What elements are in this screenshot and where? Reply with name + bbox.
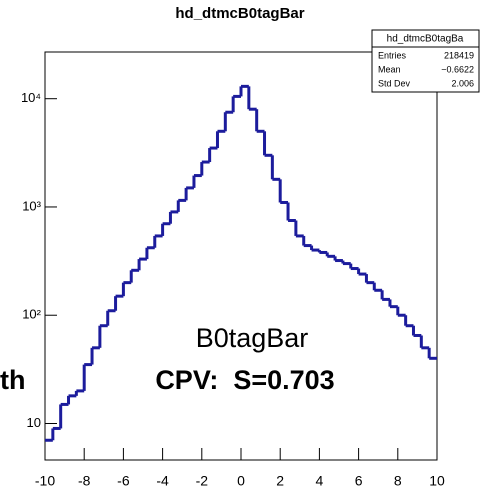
stats-key: Std Dev xyxy=(378,78,411,88)
x-tick-label: 10 xyxy=(429,473,445,489)
x-tick-label: 6 xyxy=(355,473,363,489)
annotation: B0tagBar xyxy=(196,323,309,353)
y-tick-label: 10⁴ xyxy=(21,90,41,105)
y-tick-label: 10³ xyxy=(22,198,41,213)
x-tick-label: 0 xyxy=(237,473,245,489)
y-tick-label: 10² xyxy=(22,307,41,322)
annotation: CPV: S=0.703 xyxy=(155,365,334,395)
stats-key: Entries xyxy=(378,50,407,60)
x-tick-label: -8 xyxy=(78,473,91,489)
chart-title: hd_dtmcB0tagBar xyxy=(175,5,304,22)
x-tick-label: -6 xyxy=(117,473,130,489)
x-tick-label: -2 xyxy=(196,473,209,489)
annotation: th xyxy=(0,365,25,395)
stats-box xyxy=(371,29,480,93)
stats-value: 218419 xyxy=(444,50,474,60)
stats-value: −0.6622 xyxy=(441,64,474,74)
y-tick-label: 10 xyxy=(27,415,41,430)
stats-key: Mean xyxy=(378,64,401,74)
x-tick-label: 4 xyxy=(316,473,324,489)
x-tick-label: 8 xyxy=(394,473,402,489)
x-tick-label: -10 xyxy=(35,473,55,489)
x-tick-label: -4 xyxy=(156,473,169,489)
stats-title: hd_dtmcB0tagBa xyxy=(387,34,464,45)
stats-value: 2.006 xyxy=(451,78,474,88)
x-tick-label: 2 xyxy=(276,473,284,489)
